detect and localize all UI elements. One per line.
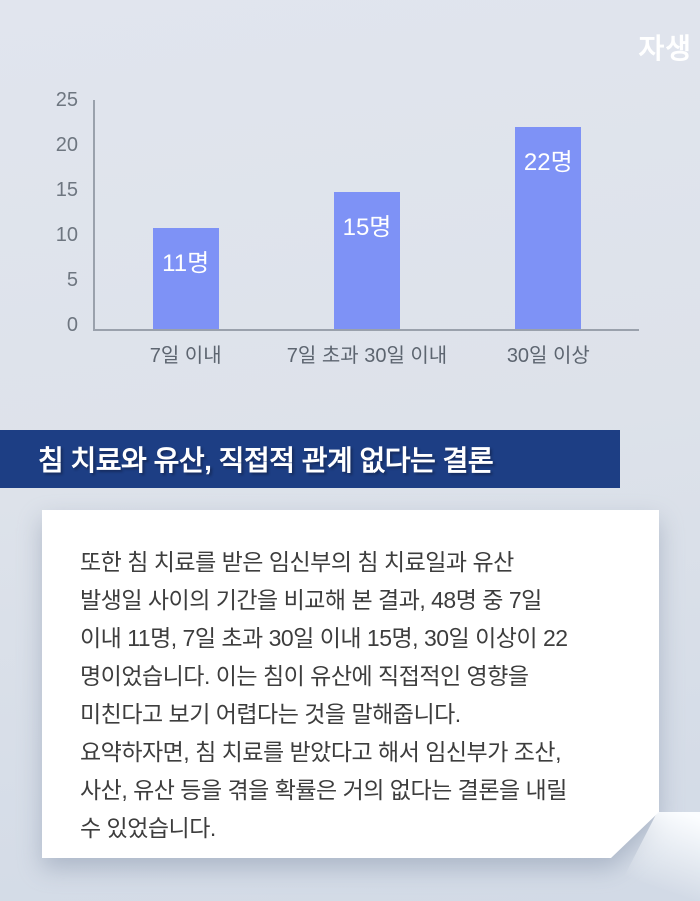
y-tick-label-0: 0 [66, 314, 78, 336]
bar-slot-1: 11명 [95, 100, 276, 329]
bar-chart: 25 20 15 10 5 0 11명 15명 22명 [40, 88, 640, 373]
body-text: 또한 침 치료를 받은 임신부의 침 치료일과 유산 발생일 사이의 기간을 비… [80, 549, 568, 841]
bar-slot-3: 22명 [458, 100, 639, 329]
headline-band: 침 치료와 유산, 직접적 관계 없다는 결론 [0, 430, 620, 488]
bar-within-7-days: 11명 [152, 228, 219, 329]
bar-over-30-days: 22명 [515, 127, 582, 329]
bar-slot-2: 15명 [276, 100, 457, 329]
y-tick-label-5: 5 [66, 269, 78, 291]
x-axis-line [93, 329, 639, 331]
x-axis-labels: 7일 이내 7일 초과 30일 이내 30일 이상 [95, 339, 639, 368]
bar-value-label: 11명 [162, 250, 210, 278]
x-category-label-1: 7일 이내 [149, 345, 222, 367]
y-tick-label-20: 20 [55, 134, 78, 156]
bar-value-label: 22명 [523, 149, 573, 177]
y-tick-label-25: 25 [55, 89, 78, 111]
plot-area: 11명 15명 22명 [95, 100, 639, 329]
body-card: 또한 침 치료를 받은 임신부의 침 치료일과 유산 발생일 사이의 기간을 비… [42, 510, 659, 858]
bar-7-to-30-days: 15명 [333, 191, 400, 329]
body-card-surface: 또한 침 치료를 받은 임신부의 침 치료일과 유산 발생일 사이의 기간을 비… [42, 510, 659, 858]
x-category-label-3: 30일 이상 [506, 345, 590, 367]
jaseng-logo: 자생 [638, 33, 692, 64]
x-category-label-2: 7일 초과 30일 이내 [286, 345, 448, 367]
y-tick-label-15: 15 [55, 179, 78, 201]
y-axis-line [93, 100, 95, 331]
headline-text: 침 치료와 유산, 직접적 관계 없다는 결론 [38, 445, 494, 476]
bar-value-label: 15명 [342, 213, 392, 241]
y-tick-label-10: 10 [55, 224, 78, 246]
